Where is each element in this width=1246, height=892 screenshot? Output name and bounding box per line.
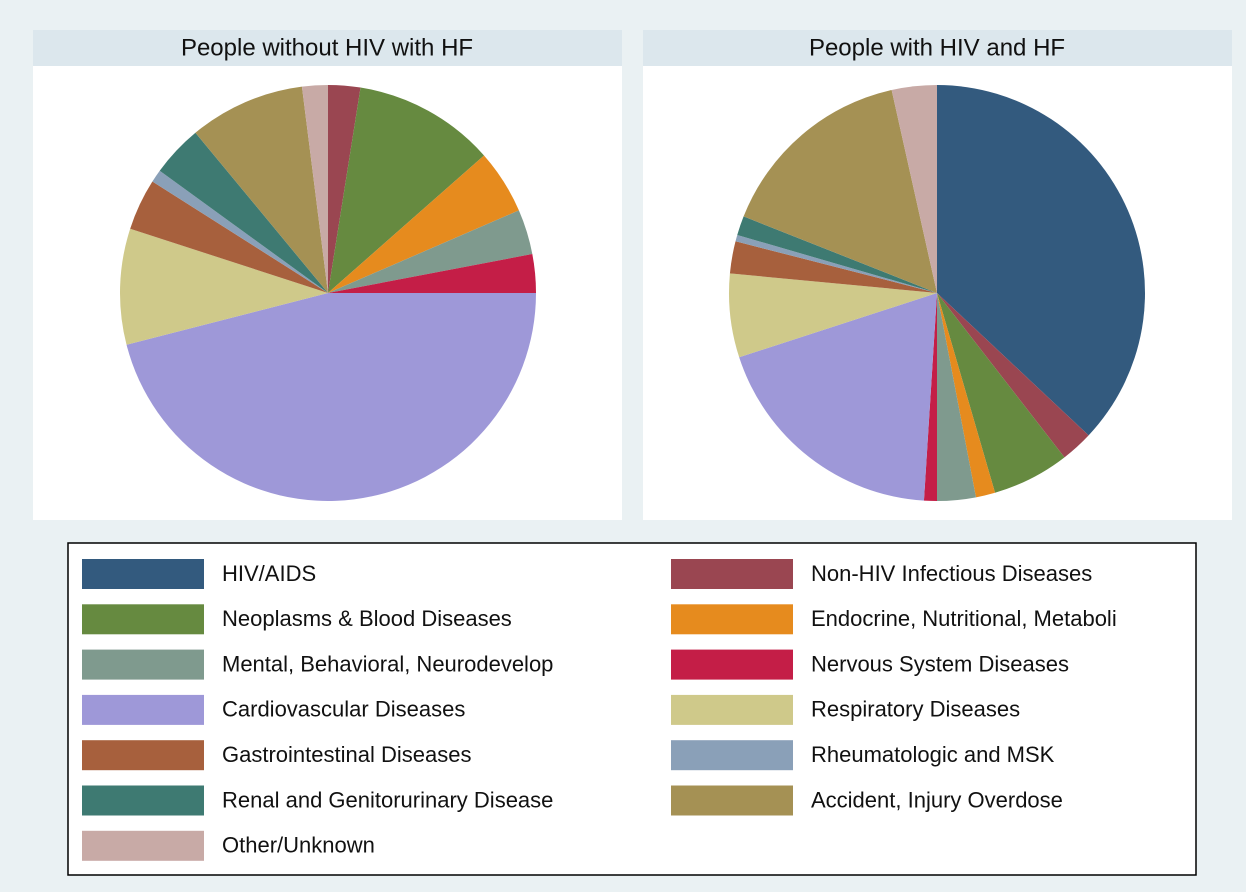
legend-swatch <box>671 740 793 771</box>
pie-slice <box>923 293 937 501</box>
legend-swatch <box>82 649 204 680</box>
legend-label: HIV/AIDS <box>222 561 316 586</box>
pie-slice <box>328 85 361 293</box>
legend-label: Accident, Injury Overdose <box>811 787 1063 812</box>
legend-label: Mental, Behavioral, Neurodevelop <box>222 651 553 676</box>
legend-label: Cardiovascular Diseases <box>222 697 465 722</box>
pie-slice <box>120 228 329 345</box>
pie-slice <box>891 85 937 293</box>
pie-slice <box>735 234 937 293</box>
legend-label: Nervous System Diseases <box>811 651 1069 676</box>
legend-swatch <box>671 694 793 725</box>
pie-slice <box>937 293 996 498</box>
legend-label: Other/Unknown <box>222 833 375 858</box>
pie-slice <box>130 181 328 293</box>
legend-swatch <box>82 740 204 771</box>
pie-slice <box>328 210 533 293</box>
pie-slice <box>937 293 1065 493</box>
pie-slice <box>937 293 1089 458</box>
legend-swatch <box>82 604 204 635</box>
legend-label: Renal and Genitorurinary Disease <box>222 787 553 812</box>
pie-slice <box>126 293 537 501</box>
legend-swatch <box>82 559 204 589</box>
pie-slice <box>328 254 536 293</box>
pie-slice <box>159 132 328 293</box>
panel-title: People without HIV with HF <box>181 34 473 61</box>
pie-slice <box>728 273 937 358</box>
legend-label: Non-HIV Infectious Diseases <box>811 561 1092 586</box>
legend-swatch <box>671 559 793 589</box>
legend-label: Neoplasms & Blood Diseases <box>222 606 512 631</box>
legend-label: Endocrine, Nutritional, Metaboli <box>811 606 1117 631</box>
legend-swatch <box>82 830 204 861</box>
panel-header <box>33 30 622 66</box>
legend <box>67 542 1197 876</box>
pie-slice <box>729 241 937 293</box>
legend-swatch <box>82 785 204 816</box>
legend-label: Gastrointestinal Diseases <box>222 742 471 767</box>
pie-slice <box>328 87 485 293</box>
panel-header <box>643 30 1232 66</box>
legend-swatch <box>671 785 793 816</box>
pie-slice <box>743 90 937 294</box>
legend-swatch <box>82 694 204 725</box>
pie-slice <box>152 170 328 293</box>
pie-slice <box>937 85 1146 436</box>
pie-slice <box>739 293 937 501</box>
pie-slice <box>937 293 976 501</box>
legend-label: Rheumatologic and MSK <box>811 742 1055 767</box>
pie-slice <box>328 155 519 293</box>
legend-swatch <box>671 649 793 680</box>
legend-swatch <box>671 604 793 635</box>
pie-slice <box>195 86 328 294</box>
pie-slice <box>737 216 937 293</box>
pie-slice <box>301 85 328 293</box>
panel-title: People with HIV and HF <box>809 34 1065 61</box>
legend-label: Respiratory Diseases <box>811 697 1020 722</box>
